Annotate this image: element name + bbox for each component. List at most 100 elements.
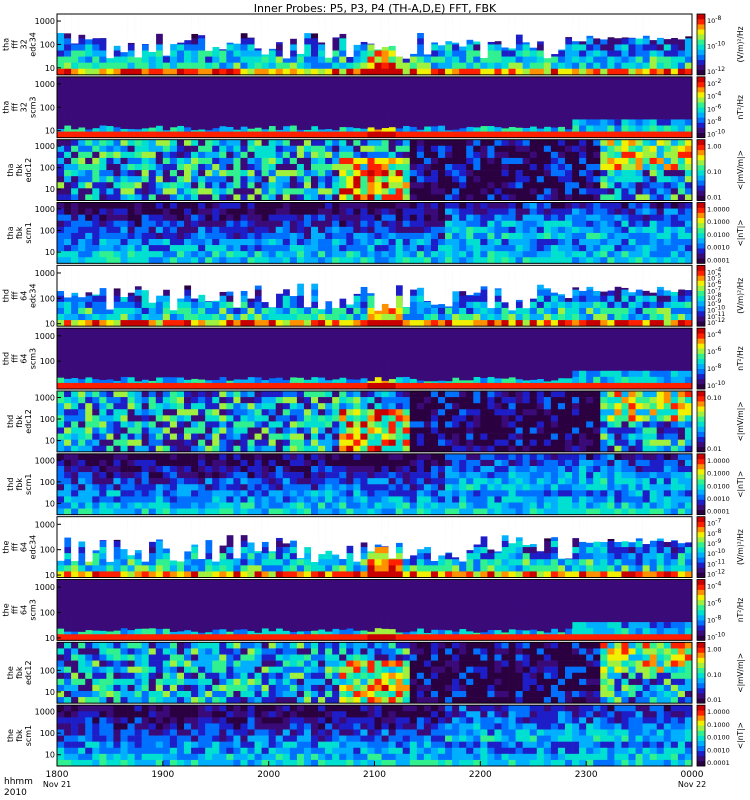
heatmap-cell [452,257,460,264]
heatmap-cell [120,139,128,147]
heatmap-cell [430,245,439,252]
y-tick-label: 1000 [35,142,55,151]
heatmap-cell [656,139,665,147]
heatmap-cell [628,251,636,258]
heatmap-cell [240,226,248,234]
heatmap-cell [127,251,135,258]
heatmap-cell [247,226,255,234]
heatmap-cell [353,295,361,303]
colorbar: 10-410-510-610-710-810-910-1010-1110-12(… [696,264,745,327]
heatmap-cell [501,202,509,209]
heatmap-cell [508,151,516,159]
heatmap-cell [600,320,608,327]
heatmap-cell [480,220,488,228]
mask-cell [416,76,425,130]
colorbar-segment [697,170,705,176]
heatmap-cell [289,44,298,51]
heatmap-cell [78,145,86,153]
mask-cell [423,76,432,127]
heatmap-cell [430,125,439,132]
heatmap-cell [212,157,220,165]
heatmap-cell [198,151,206,159]
mask-cell [339,265,347,299]
heatmap-cell [515,307,523,315]
heatmap-cell [311,307,319,315]
heatmap-cell [600,50,608,57]
heatmap-cell [106,170,114,177]
spectrogram-cells [57,139,693,201]
heatmap-cell [621,202,629,209]
heatmap-cell [233,239,241,246]
heatmap-cell [466,208,474,215]
heatmap-cell [381,50,389,57]
heatmap-cell [219,202,227,209]
heatmap-cell [212,164,220,171]
heatmap-cell [445,56,453,63]
heatmap-cell [684,239,693,246]
heatmap-cell [318,145,326,153]
heatmap-cell [374,245,382,252]
heatmap-cell [311,131,319,138]
heatmap-cell [268,320,277,327]
mask-cell [254,14,262,49]
heatmap-cell [339,164,347,171]
heatmap-cell [113,131,121,138]
heatmap-cell [430,131,439,138]
heatmap-cell [120,145,128,153]
colorbar-tick-label: 10-11 [707,311,725,321]
heatmap-cell [416,164,425,171]
heatmap-cell [508,170,516,177]
heatmap-cell [92,157,100,165]
heatmap-cell [303,182,312,189]
heatmap-cell [240,44,248,51]
heatmap-cell [127,239,135,246]
colorbar-segment [697,243,705,249]
heatmap-cell [226,139,234,147]
heatmap-cell [219,68,227,76]
heatmap-cell [226,239,234,246]
heatmap-cell [268,139,277,147]
heatmap-cell [148,131,157,138]
mask-cell [282,76,291,127]
y-tick-label: 100 [40,103,55,112]
heatmap-cell [254,194,262,201]
mask-cell [670,14,679,38]
heatmap-cell [677,314,686,321]
heatmap-cell [593,320,601,327]
heatmap-cell [635,170,643,177]
heatmap-cell [501,145,509,153]
heatmap-cell [176,56,185,63]
mask-cell [184,265,192,286]
mask-cell [325,265,333,302]
heatmap-cell [600,202,608,209]
heatmap-cell [677,131,686,138]
heatmap-cell [374,239,382,246]
heatmap-cell [289,182,298,189]
heatmap-cell [536,202,545,209]
heatmap-cell [289,194,298,201]
heatmap-cell [452,202,460,209]
heatmap-cell [395,62,404,70]
heatmap-cell [614,220,622,228]
heatmap-cell [106,139,114,147]
heatmap-cell [600,208,608,215]
heatmap-cell [275,239,284,246]
heatmap-cell [557,194,566,201]
heatmap-cell [473,208,481,215]
heatmap-cell [57,382,65,390]
heatmap-cell [677,251,686,258]
heatmap-cell [240,295,248,303]
heatmap-cell [240,307,248,315]
heatmap-cell [579,289,587,297]
heatmap-cell [155,131,164,138]
heatmap-cell [621,188,629,195]
heatmap-cell [480,232,488,240]
heatmap-cell [162,170,171,177]
heatmap-cell [656,245,665,252]
heatmap-cell [515,214,523,222]
heatmap-cell [395,251,404,258]
heatmap-cell [176,314,185,321]
heatmap-cell [120,251,128,258]
mask-cell [621,76,629,120]
mask-cell [120,76,128,129]
